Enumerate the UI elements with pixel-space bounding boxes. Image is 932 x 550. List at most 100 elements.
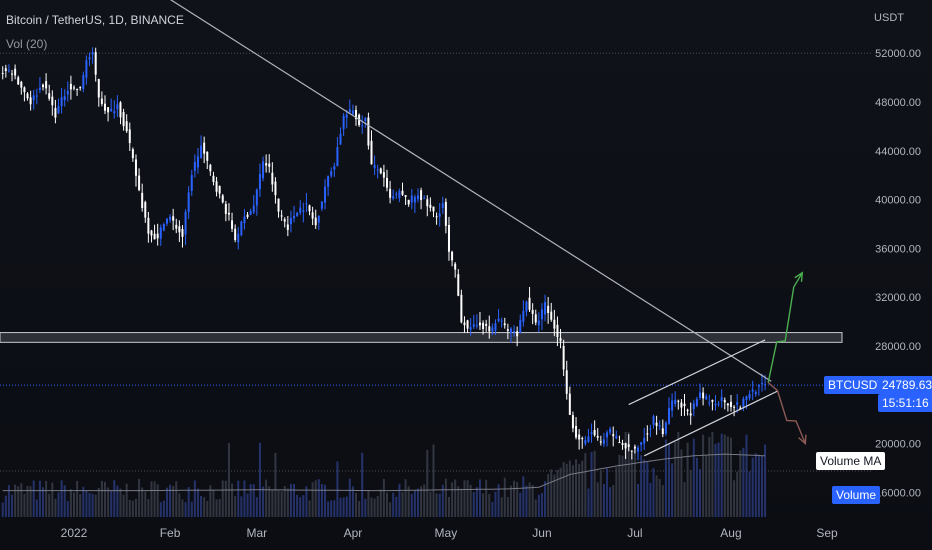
volume-bar <box>231 483 234 517</box>
volume-bar <box>355 492 358 517</box>
candle-body <box>268 163 271 167</box>
projection-down-arrow <box>767 382 807 444</box>
volume-bar <box>311 482 314 517</box>
candle-body <box>32 95 35 101</box>
candle-body <box>97 79 100 98</box>
candle-body <box>339 133 342 145</box>
volume-bar <box>45 480 48 517</box>
volume-bar <box>615 467 618 517</box>
volume-bar <box>441 484 444 517</box>
candle-body <box>373 164 376 169</box>
volume-bar <box>82 486 85 517</box>
volume-bar <box>38 480 41 517</box>
volume-bar <box>702 434 705 517</box>
candle-body <box>590 432 593 435</box>
candle-body <box>85 60 88 78</box>
time-tick-label: Aug <box>720 526 741 540</box>
candle-body <box>156 233 159 239</box>
candle-body <box>602 439 605 444</box>
volume-bar <box>128 499 131 517</box>
indicator-legend[interactable]: Vol (20) <box>6 37 48 51</box>
candle-body <box>475 325 478 327</box>
candle-body <box>190 175 193 192</box>
candle-body <box>227 212 230 215</box>
volume-bar <box>32 480 35 517</box>
volume-bar <box>472 492 475 517</box>
candle-body <box>153 233 156 240</box>
volume-bar <box>559 467 562 517</box>
candle-body <box>472 324 475 327</box>
projection-up-arrow <box>767 272 803 383</box>
candle-body <box>122 111 125 127</box>
volume-bar <box>246 493 249 517</box>
volume-bar <box>103 482 106 517</box>
volume-bar <box>509 485 512 517</box>
candle-body <box>658 425 661 427</box>
candle-body <box>42 84 45 88</box>
candle-body <box>376 169 379 171</box>
candle-body <box>745 396 748 400</box>
volume-bar <box>280 491 283 517</box>
candle-body <box>234 228 237 241</box>
candle-body <box>277 198 280 212</box>
candle-body <box>66 90 69 95</box>
volume-bar <box>444 478 447 517</box>
volume-bar <box>302 495 305 517</box>
volume-bar <box>550 469 553 517</box>
candle-body <box>593 429 596 436</box>
candle-body <box>265 163 268 166</box>
candle-body <box>26 93 29 99</box>
volume-bar <box>664 439 667 517</box>
volume-bar <box>407 486 410 517</box>
volume-bar <box>63 485 66 517</box>
volume-bar <box>711 432 714 517</box>
volume-bar <box>361 452 364 517</box>
volume-bar <box>265 479 268 517</box>
candle-body <box>451 251 454 261</box>
candle-body <box>423 198 426 200</box>
candle-body <box>720 397 723 401</box>
candle-body <box>432 206 435 212</box>
volume-bar <box>88 492 91 517</box>
volume-bar <box>692 438 695 517</box>
volume-bar <box>23 493 26 517</box>
candle-body <box>17 77 20 85</box>
candle-body <box>478 322 481 326</box>
volume-bar <box>51 482 54 517</box>
volume-bar <box>110 490 113 517</box>
candle-body <box>20 81 23 88</box>
volume-bar <box>695 457 698 517</box>
candle-body <box>231 220 234 229</box>
volume-bar <box>141 487 144 517</box>
symbol-legend[interactable]: Bitcoin / TetherUS, 1D, BINANCE <box>6 13 184 27</box>
candle-body <box>14 68 17 76</box>
volume-bar <box>447 496 450 517</box>
volume-bar <box>184 502 187 517</box>
candle-body <box>76 88 79 90</box>
candle-body <box>559 338 562 341</box>
volume-bar <box>565 463 568 517</box>
volume-bar <box>596 482 599 517</box>
volume-bar <box>206 500 209 517</box>
candle-body <box>522 311 525 322</box>
volume-bar <box>17 486 20 517</box>
candle-body <box>60 97 63 106</box>
candle-body <box>258 173 261 190</box>
price-tick-label: 48000.00 <box>875 97 921 109</box>
candle-body <box>460 294 463 323</box>
volume-bar <box>760 455 763 517</box>
candle-body <box>410 195 413 203</box>
candle-body <box>454 263 457 270</box>
volume-bar <box>661 485 664 517</box>
candle-body <box>336 147 339 167</box>
volume-bar <box>590 452 593 517</box>
candle-body <box>48 93 51 99</box>
volume-bar <box>630 453 633 517</box>
volume-bar <box>252 484 255 517</box>
candle-body <box>302 210 305 212</box>
volume-bar <box>97 487 100 517</box>
volume-bar <box>677 432 680 517</box>
time-tick-label: Mar <box>247 526 268 540</box>
